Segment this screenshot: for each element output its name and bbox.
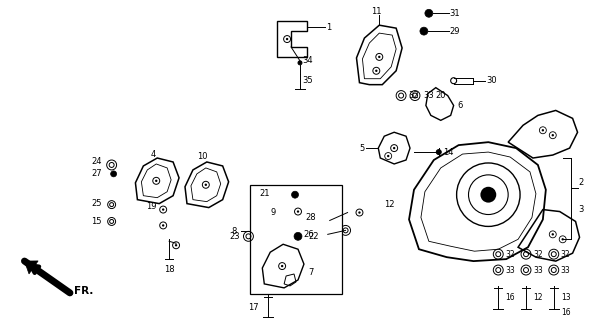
Text: 1: 1 <box>326 23 331 32</box>
Text: 23: 23 <box>230 232 241 241</box>
Text: 8: 8 <box>231 227 236 236</box>
Circle shape <box>297 210 299 213</box>
Text: 18: 18 <box>164 265 174 274</box>
Circle shape <box>375 69 377 72</box>
Text: 9: 9 <box>271 208 276 217</box>
Text: 32: 32 <box>533 250 543 259</box>
Circle shape <box>162 224 164 227</box>
FancyArrowPatch shape <box>30 265 67 291</box>
Text: 32: 32 <box>408 91 418 100</box>
Circle shape <box>358 211 361 214</box>
Text: 30: 30 <box>487 76 497 85</box>
Text: 27: 27 <box>91 169 101 178</box>
Circle shape <box>378 56 380 58</box>
Circle shape <box>155 180 158 182</box>
Circle shape <box>298 61 302 65</box>
Text: 12: 12 <box>533 293 543 302</box>
Text: 25: 25 <box>91 199 101 208</box>
Circle shape <box>162 208 164 211</box>
Circle shape <box>205 184 207 186</box>
Text: 4: 4 <box>150 149 156 158</box>
Text: 33: 33 <box>533 266 543 275</box>
Text: FR.: FR. <box>74 286 93 296</box>
Circle shape <box>562 238 564 241</box>
Text: 15: 15 <box>91 217 101 226</box>
Circle shape <box>294 232 302 240</box>
Circle shape <box>291 191 298 198</box>
Text: 34: 34 <box>302 56 313 65</box>
Text: 35: 35 <box>302 76 313 85</box>
Circle shape <box>425 9 433 17</box>
Circle shape <box>436 149 441 155</box>
Text: 33: 33 <box>423 91 433 100</box>
Circle shape <box>175 244 177 246</box>
Text: 28: 28 <box>305 213 316 222</box>
Text: 16: 16 <box>561 308 570 317</box>
Text: 32: 32 <box>561 250 570 259</box>
Circle shape <box>387 155 389 157</box>
Polygon shape <box>24 261 38 274</box>
Text: 32: 32 <box>505 250 515 259</box>
Circle shape <box>420 27 428 35</box>
Text: 26: 26 <box>303 230 313 239</box>
Circle shape <box>552 134 554 136</box>
Text: 16: 16 <box>505 293 515 302</box>
Text: 20: 20 <box>436 91 447 100</box>
Text: 31: 31 <box>450 9 460 18</box>
Text: 14: 14 <box>443 148 453 156</box>
Text: 19: 19 <box>146 202 156 211</box>
Text: 10: 10 <box>198 152 208 161</box>
Text: 3: 3 <box>578 205 584 214</box>
Text: 11: 11 <box>371 7 381 16</box>
Text: 21: 21 <box>260 189 270 198</box>
Text: 24: 24 <box>91 157 101 166</box>
FancyBboxPatch shape <box>250 185 341 294</box>
Circle shape <box>541 129 544 132</box>
Text: 33: 33 <box>561 266 571 275</box>
Text: 33: 33 <box>505 266 515 275</box>
Circle shape <box>281 265 284 267</box>
Circle shape <box>481 187 496 203</box>
Circle shape <box>286 38 288 40</box>
Text: 13: 13 <box>561 293 570 302</box>
Text: 7: 7 <box>308 268 313 276</box>
Text: 5: 5 <box>359 144 364 153</box>
Circle shape <box>393 147 395 149</box>
Circle shape <box>552 233 554 236</box>
Text: 17: 17 <box>248 303 259 312</box>
Text: 22: 22 <box>308 232 318 241</box>
Text: 6: 6 <box>458 101 463 110</box>
Text: 12: 12 <box>384 200 395 209</box>
Text: 29: 29 <box>450 27 460 36</box>
Text: 2: 2 <box>578 178 584 187</box>
Circle shape <box>110 171 116 177</box>
